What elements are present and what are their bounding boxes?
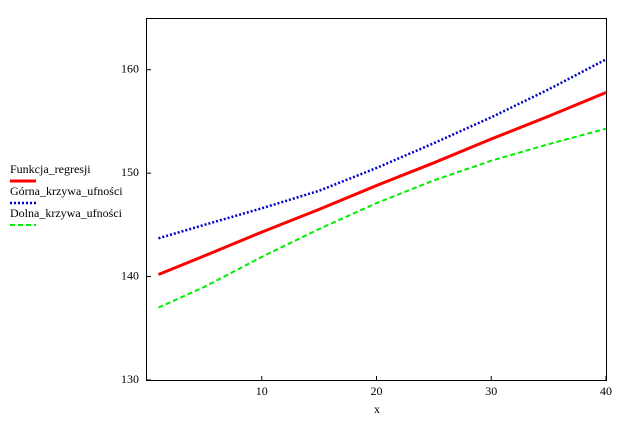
legend-label: Funkcja_regresji [10, 162, 91, 176]
x-axis-label: x [374, 402, 380, 416]
y-tick-label: 140 [121, 268, 139, 282]
y-tick-label: 150 [121, 165, 139, 179]
series-line [157, 91, 607, 276]
series-line [158, 127, 607, 309]
legend-label: Dolna_krzywa_ufności [10, 206, 123, 220]
legend-label: Górna_krzywa_ufności [10, 184, 123, 198]
x-tick-label: 10 [256, 384, 268, 398]
x-tick-label: 40 [600, 384, 612, 398]
x-tick-label: 20 [371, 384, 383, 398]
series-line [158, 58, 607, 240]
y-tick-label: 160 [121, 61, 139, 75]
plot-frame [146, 18, 607, 381]
y-tick-label: 130 [121, 372, 139, 386]
x-tick-label: 30 [485, 384, 497, 398]
